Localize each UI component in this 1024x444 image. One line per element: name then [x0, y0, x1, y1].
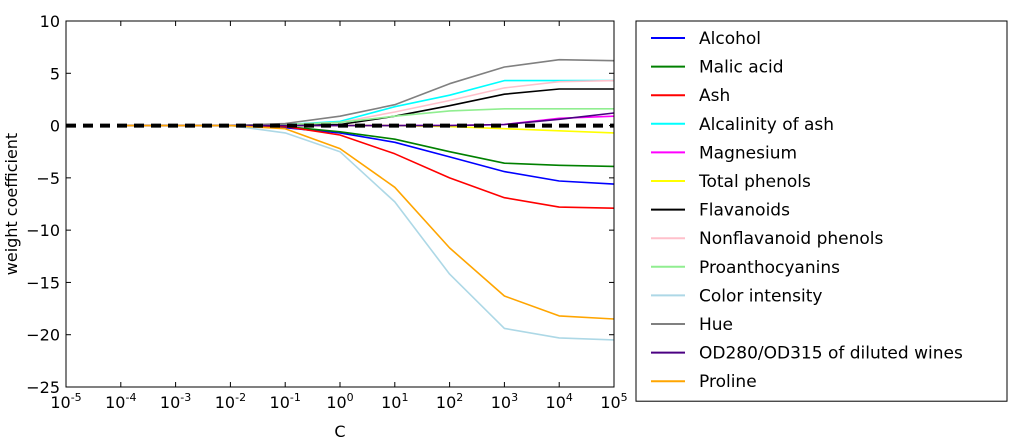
x-tick-label: 103: [491, 391, 518, 412]
legend-label-7: Nonflavanoid phenols: [699, 229, 884, 249]
legend-label-6: Flavanoids: [699, 201, 790, 221]
x-tick-exponent: -3: [180, 391, 191, 404]
legend-label-11: OD280/OD315 of diluted wines: [699, 344, 963, 364]
legend-label-8: Proanthocyanins: [699, 258, 840, 278]
x-tick-label: 101: [381, 391, 408, 412]
y-tick-label: 5: [50, 64, 60, 83]
legend-label-10: Hue: [699, 315, 733, 335]
legend-label-9: Color intensity: [699, 286, 823, 306]
x-axis-label: C: [334, 422, 345, 440]
legend-label-12: Proline: [699, 372, 757, 392]
x-tick-label: 10-4: [105, 391, 136, 412]
x-tick-base: 10: [546, 393, 566, 412]
legend-label-4: Magnesium: [699, 143, 797, 163]
x-tick-exponent: -2: [235, 391, 246, 404]
x-tick-exponent: 0: [347, 391, 354, 404]
x-tick-label: 104: [546, 391, 573, 412]
x-tick-exponent: -5: [71, 391, 82, 404]
x-tick-base: 10: [436, 393, 456, 412]
x-tick-label: 10-3: [160, 391, 191, 412]
y-tick-label: 10: [40, 12, 60, 31]
x-tick-exponent: 2: [456, 391, 463, 404]
x-tick-base: 10: [491, 393, 511, 412]
legend-label-0: Alcohol: [699, 29, 761, 49]
y-tick-label: −20: [26, 326, 60, 345]
x-tick-exponent: -4: [125, 391, 136, 404]
x-tick-label: 102: [436, 391, 463, 412]
y-tick-label: −10: [26, 221, 60, 240]
x-tick-exponent: 4: [566, 391, 573, 404]
x-tick-base: 10: [326, 393, 346, 412]
x-tick-base: 10: [215, 393, 235, 412]
x-tick-label: 10-5: [50, 391, 81, 412]
x-tick-exponent: 1: [401, 391, 408, 404]
legend-label-5: Total phenols: [698, 172, 811, 192]
x-tick-base: 10: [600, 393, 620, 412]
x-tick-label: 10-2: [215, 391, 246, 412]
y-axis-label: weight coefficient: [2, 133, 21, 275]
x-tick-base: 10: [50, 393, 70, 412]
x-tick-exponent: 5: [621, 391, 628, 404]
x-tick-label: 105: [600, 391, 627, 412]
x-tick-label: 100: [326, 391, 353, 412]
legend-label-2: Ash: [699, 86, 730, 106]
x-tick-base: 10: [381, 393, 401, 412]
y-tick-label: −15: [26, 273, 60, 292]
y-tick-label: −5: [36, 169, 60, 188]
y-tick-label: −25: [26, 378, 60, 397]
legend-label-3: Alcalinity of ash: [699, 115, 834, 135]
x-tick-base: 10: [105, 393, 125, 412]
y-tick-label: 0: [50, 117, 60, 136]
x-tick-exponent: 3: [511, 391, 518, 404]
x-tick-label: 10-1: [270, 391, 301, 412]
x-tick-base: 10: [160, 393, 180, 412]
plot-area: [66, 21, 614, 387]
legend-box: [635, 20, 1008, 402]
x-tick-exponent: -1: [290, 391, 301, 404]
x-tick-base: 10: [270, 393, 290, 412]
legend-label-1: Malic acid: [699, 58, 784, 78]
